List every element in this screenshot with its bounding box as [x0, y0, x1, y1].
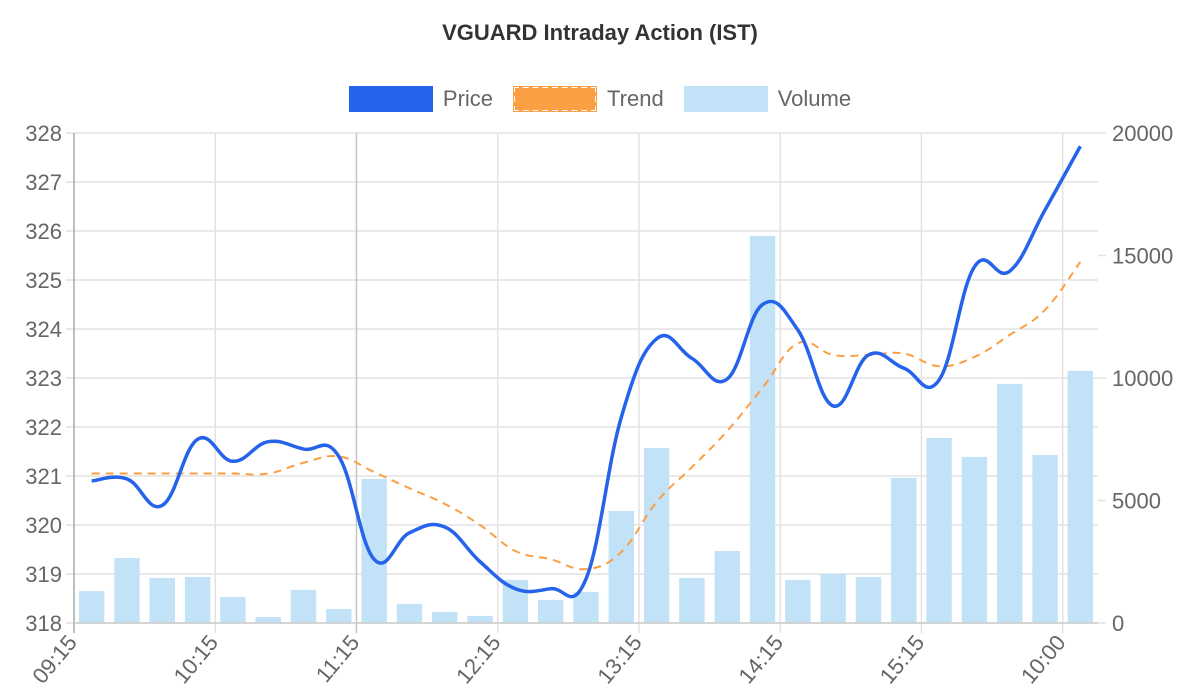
- x-tick-label: 10:15: [169, 630, 224, 688]
- volume-bar[interactable]: [679, 577, 705, 623]
- volume-bar[interactable]: [714, 550, 740, 623]
- series-lines: [91, 145, 1082, 599]
- volume-bar[interactable]: [114, 558, 140, 623]
- y-right-tick-label: 20000: [1112, 121, 1173, 146]
- volume-bar[interactable]: [467, 615, 493, 623]
- y-left-tick-label: 326: [25, 219, 62, 244]
- y-right-tick-label: 0: [1112, 611, 1124, 636]
- y-right-tick-label: 15000: [1112, 244, 1173, 269]
- volume-bar[interactable]: [537, 599, 564, 623]
- volume-bar[interactable]: [184, 576, 211, 623]
- y-right-tick-label: 10000: [1112, 366, 1173, 391]
- volume-bar[interactable]: [502, 579, 529, 623]
- volume-bar[interactable]: [891, 477, 917, 623]
- trend-line: [91, 261, 1082, 571]
- x-tick-label: 11:15: [311, 630, 364, 687]
- trend-swatch-icon: [513, 86, 598, 112]
- legend-label-price: Price: [442, 86, 494, 111]
- legend-label-volume: Volume: [777, 86, 852, 111]
- volume-bar[interactable]: [643, 448, 670, 623]
- y-axis-right: 0 5000 10000 15000 20000: [1098, 121, 1173, 636]
- volume-bar[interactable]: [961, 456, 988, 623]
- y-left-tick-label: 318: [25, 611, 62, 636]
- y-left-tick-label: 325: [25, 268, 62, 293]
- price-line: [91, 145, 1082, 599]
- volume-bar[interactable]: [78, 591, 105, 623]
- y-left-tick-label: 320: [25, 513, 62, 538]
- x-tick-label: 15:15: [875, 630, 930, 688]
- x-tick-label: 09:15: [27, 630, 82, 688]
- y-left-tick-label: 322: [25, 415, 62, 440]
- volume-bar[interactable]: [926, 438, 952, 623]
- volume-bar[interactable]: [573, 591, 599, 623]
- chart-title: VGUARD Intraday Action (IST): [442, 20, 758, 45]
- y-left-tick-label: 321: [25, 464, 62, 489]
- y-left-tick-label: 324: [25, 317, 62, 342]
- x-tick-label: 12:15: [451, 630, 506, 688]
- volume-bar[interactable]: [396, 603, 423, 623]
- x-tick-label: 10:00: [1016, 630, 1071, 688]
- volume-bar[interactable]: [432, 611, 458, 623]
- y-left-tick-label: 328: [25, 121, 62, 146]
- volume-bar[interactable]: [785, 579, 811, 623]
- price-swatch-icon: [348, 86, 433, 112]
- y-axis-left: 318 319 320 321 322 323 324 325 326 327 328: [25, 121, 62, 636]
- legend-item-volume[interactable]: Volume: [683, 86, 852, 112]
- volume-bar[interactable]: [820, 574, 846, 623]
- legend-item-price[interactable]: Price: [348, 86, 494, 112]
- x-axis: 09:15 10:15 11:15 12:15 13:15 14:15 15:15 10:00: [27, 622, 1098, 688]
- volume-bar[interactable]: [290, 589, 317, 623]
- volume-bar[interactable]: [255, 617, 281, 623]
- y-right-tick-label: 5000: [1112, 489, 1161, 514]
- y-left-tick-label: 319: [25, 562, 62, 587]
- y-left-tick-label: 323: [25, 366, 62, 391]
- volume-bar[interactable]: [855, 576, 882, 623]
- x-tick-label: 13:15: [592, 630, 647, 688]
- volume-bars: [78, 235, 1094, 623]
- volume-bar[interactable]: [749, 235, 776, 623]
- x-tick-label: 14:15: [733, 630, 788, 688]
- y-left-tick-label: 327: [25, 170, 62, 195]
- legend-item-trend[interactable]: Trend: [513, 86, 664, 112]
- volume-bar[interactable]: [997, 383, 1023, 623]
- volume-bar[interactable]: [608, 511, 635, 623]
- volume-bar[interactable]: [1067, 370, 1094, 623]
- volume-bar[interactable]: [220, 597, 246, 623]
- volume-bar[interactable]: [326, 609, 352, 623]
- volume-bar[interactable]: [361, 478, 387, 623]
- legend: Price Trend Volume: [0, 86, 1200, 112]
- volume-swatch-icon: [683, 86, 768, 112]
- legend-label-trend: Trend: [607, 86, 664, 111]
- volume-bar[interactable]: [149, 577, 175, 623]
- volume-bar[interactable]: [1032, 454, 1058, 623]
